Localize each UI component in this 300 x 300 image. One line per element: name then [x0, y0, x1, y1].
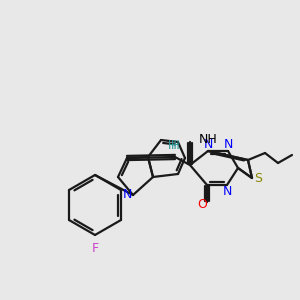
Text: N: N: [203, 139, 213, 152]
Text: N: N: [123, 188, 132, 202]
Text: H: H: [168, 139, 177, 152]
Text: O: O: [198, 199, 207, 212]
Text: F: F: [92, 242, 99, 256]
Text: NH: NH: [199, 133, 218, 146]
Text: N: N: [223, 139, 233, 152]
Text: S: S: [255, 172, 262, 184]
Text: H: H: [171, 139, 179, 152]
Text: N: N: [222, 185, 232, 198]
